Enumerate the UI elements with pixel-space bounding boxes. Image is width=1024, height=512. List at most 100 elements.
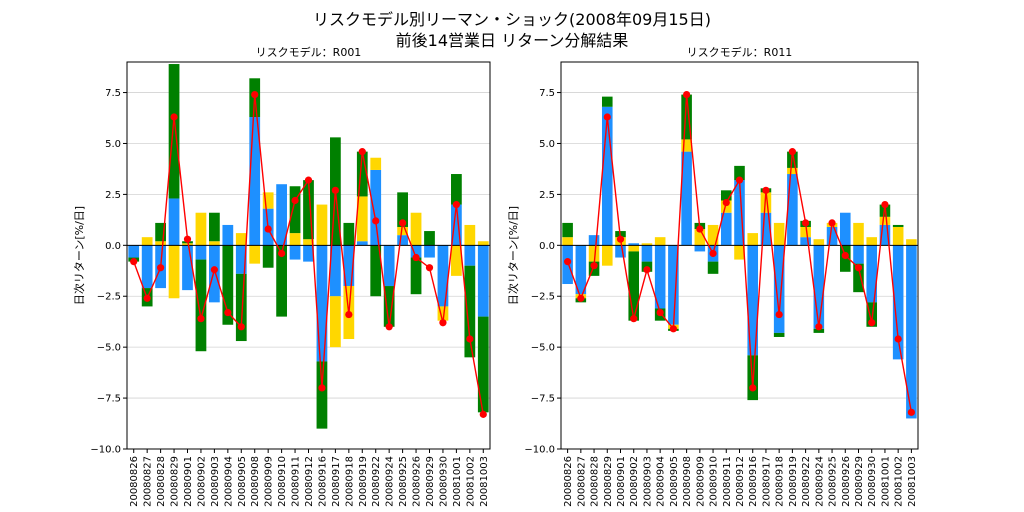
total-point (425, 264, 434, 272)
x-tick-label: 20080828 (590, 456, 601, 507)
total-point (762, 186, 770, 194)
bar-green (276, 245, 287, 317)
y-tick-label: 2.5 (105, 190, 121, 201)
x-tick-label: 20081002 (465, 456, 476, 507)
total-point (157, 264, 165, 272)
bar-green (477, 316, 489, 413)
x-tick-label: 20080919 (358, 456, 369, 507)
bar-green (195, 259, 207, 352)
bar-green (451, 174, 462, 205)
x-tick-label: 20080910 (277, 456, 288, 507)
x-tick-label: 20080922 (371, 456, 382, 507)
total-point (372, 217, 380, 225)
x-tick-label: 20080924 (814, 456, 825, 507)
y-tick-label: 5.0 (539, 139, 555, 150)
total-point (318, 384, 326, 392)
bar-blue (681, 151, 692, 246)
bar-green (209, 212, 220, 242)
bar-blue (303, 245, 314, 262)
y-axis-label: 日次リターン[%/日] (72, 206, 86, 305)
y-tick-label: 5.0 (105, 139, 121, 150)
total-point (828, 219, 836, 227)
bar-green (734, 165, 745, 181)
total-point (815, 323, 823, 331)
x-tick-label: 20081002 (894, 456, 905, 507)
bar-green (853, 263, 864, 293)
bar-yellow (155, 241, 166, 246)
x-tick-label: 20080901 (616, 456, 627, 507)
bar-blue (906, 245, 917, 419)
x-tick-label: 20080908 (682, 456, 693, 507)
x-tick-label: 20080922 (801, 456, 812, 507)
x-tick-label: 20080904 (656, 456, 667, 507)
x-tick-label: 20080903 (210, 456, 221, 507)
bar-blue (235, 245, 247, 274)
total-point (210, 266, 218, 274)
bar-blue (383, 245, 395, 287)
bar-blue (128, 245, 140, 258)
x-tick-label: 20080911 (722, 456, 733, 507)
bar-blue (879, 224, 891, 246)
x-tick-label: 20080905 (237, 456, 248, 507)
total-point (577, 294, 585, 302)
panel-title: リスクモデル：R011 (687, 45, 793, 59)
x-tick-label: 20080826 (563, 456, 574, 507)
bar-yellow (747, 233, 759, 246)
x-tick-label: 20080925 (398, 456, 409, 507)
x-tick-label: 20080911 (291, 456, 302, 507)
x-tick-label: 20080905 (669, 456, 680, 507)
total-point (358, 148, 366, 156)
total-point (197, 315, 205, 323)
bar-yellow (694, 229, 706, 246)
bar-green (773, 332, 785, 337)
bar-green (424, 231, 435, 246)
bar-blue (694, 245, 706, 252)
x-tick-label: 20080912 (735, 456, 746, 507)
total-point (709, 249, 717, 258)
x-tick-label: 20081003 (479, 456, 490, 507)
total-point (130, 258, 138, 266)
total-point (466, 335, 474, 343)
bar-yellow (477, 241, 489, 246)
y-tick-label: 0.0 (539, 241, 555, 252)
total-point (881, 200, 889, 209)
bar-yellow (760, 192, 772, 213)
bar-blue (343, 245, 355, 287)
total-point (868, 319, 876, 327)
x-tick-label: 20080827 (576, 456, 587, 507)
x-tick-label: 20080916 (748, 456, 759, 507)
x-tick-label: 20080917 (761, 456, 772, 507)
bar-blue (760, 212, 772, 246)
bar-green (707, 261, 719, 274)
bar-blue (601, 106, 613, 246)
total-point (291, 196, 299, 205)
bar-yellow (316, 204, 328, 246)
bar-green (370, 245, 382, 297)
bar-green (628, 251, 640, 321)
bar-yellow (654, 237, 666, 246)
bar-green (397, 192, 408, 227)
bar-blue (615, 245, 626, 258)
bar-blue (464, 245, 476, 266)
y-tick-label: 0.0 (105, 241, 121, 252)
figure-title-line2: 前後14営業日 リターン分解結果 (396, 31, 629, 50)
bar-yellow (262, 192, 274, 209)
bar-green (356, 151, 368, 197)
x-tick-label: 20080826 (129, 456, 140, 507)
y-tick-label: −7.5 (531, 394, 555, 405)
bar-yellow (720, 200, 732, 213)
bar-yellow (303, 239, 314, 246)
total-point (722, 198, 730, 207)
x-tick-label: 20080926 (841, 456, 852, 507)
bar-yellow (773, 222, 785, 246)
total-point (669, 325, 677, 333)
bar-yellow (410, 212, 422, 246)
total-point (224, 308, 232, 317)
bar-blue (182, 245, 193, 291)
bar-green (892, 224, 904, 227)
bar-yellow (562, 237, 573, 246)
total-point (907, 408, 915, 416)
